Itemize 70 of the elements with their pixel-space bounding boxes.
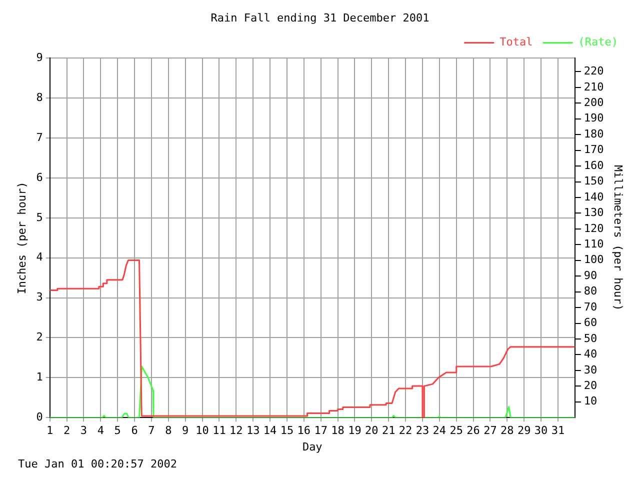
y-tick-label: 9	[36, 51, 43, 64]
y-tick-label: 4	[36, 250, 44, 264]
y-tick-label: 3	[36, 290, 43, 304]
x-tick-label: 1	[46, 424, 54, 438]
y2-tick-label: 160	[584, 158, 604, 172]
x-tick-label: 9	[182, 424, 189, 438]
y2-tick-label: 140	[584, 190, 604, 204]
x-tick-label: 19	[348, 424, 362, 438]
y-tick-label: 1	[36, 370, 43, 384]
y2-tick-label: 50	[584, 332, 598, 345]
y-tick-label: 7	[36, 130, 43, 144]
x-tick-label: 10	[196, 424, 209, 438]
y2-tick-label: 100	[584, 253, 604, 266]
y2-tick-label: 120	[584, 222, 604, 235]
y-tick-label: 6	[36, 170, 43, 184]
y2-tick-label: 110	[584, 238, 604, 251]
y-tick-label: 2	[36, 330, 43, 344]
y2-tick-label: 40	[584, 348, 598, 361]
x-tick-label: 3	[80, 424, 88, 438]
x-tick-label: 2	[63, 424, 70, 438]
y2-tick-label: 20	[584, 379, 598, 392]
x-tick-label: 13	[246, 424, 260, 438]
x-tick-label: 20	[365, 424, 378, 438]
legend-label: Total	[500, 36, 533, 49]
y2-tick-label: 60	[584, 316, 598, 330]
x-tick-label: 6	[131, 424, 138, 438]
x-tick-label: 23	[416, 424, 430, 438]
x-tick-label: 16	[297, 424, 311, 438]
x-tick-label: 24	[432, 424, 446, 438]
x-tick-label: 28	[500, 424, 514, 438]
x-tick-label: 5	[114, 424, 121, 438]
x-tick-label: 27	[484, 424, 497, 438]
x-tick-label: 17	[314, 424, 328, 438]
y-tick-label: 8	[36, 90, 43, 104]
x-tick-label: 8	[165, 424, 172, 438]
y2-tick-label: 130	[584, 206, 604, 220]
x-tick-label: 21	[382, 424, 396, 438]
legend-label: (Rate)	[578, 36, 618, 49]
y2-tick-label: 90	[584, 268, 598, 282]
y2-tick-label: 180	[584, 127, 604, 140]
y2-tick-label: 170	[584, 143, 604, 156]
y-axis-title: Inches (per hour)	[15, 182, 28, 294]
x-axis-title: Day	[302, 440, 323, 454]
y2-tick-label: 220	[584, 64, 604, 78]
y2-axis-title: Millimeters (per hour)	[612, 165, 625, 311]
y2-tick-label: 30	[584, 363, 598, 376]
x-tick-label: 29	[517, 424, 531, 438]
x-tick-label: 22	[398, 424, 412, 438]
x-tick-label: 12	[230, 424, 243, 438]
y2-tick-label: 150	[584, 174, 604, 188]
x-tick-label: 18	[331, 424, 344, 438]
y-tick-label: 0	[36, 410, 43, 424]
y2-tick-label: 80	[584, 284, 598, 298]
x-tick-label: 26	[466, 424, 480, 438]
x-tick-label: 25	[450, 424, 463, 438]
y2-tick-label: 210	[584, 80, 604, 94]
x-tick-label: 14	[263, 424, 278, 438]
y2-tick-label: 190	[584, 112, 604, 125]
x-tick-label: 7	[148, 424, 155, 438]
x-tick-label: 11	[212, 424, 226, 438]
y-tick-label: 5	[36, 210, 43, 224]
x-tick-label: 31	[551, 424, 565, 438]
chart-title: Rain Fall ending 31 December 2001	[210, 11, 430, 24]
x-tick-label: 15	[280, 424, 294, 438]
y2-tick-label: 10	[584, 394, 598, 408]
x-tick-label: 30	[534, 424, 548, 438]
y2-tick-label: 70	[584, 300, 598, 314]
y2-tick-label: 200	[584, 96, 604, 110]
x-tick-label: 4	[97, 424, 104, 438]
text: Tue Jan 01 00:20:57 2002	[18, 457, 177, 470]
